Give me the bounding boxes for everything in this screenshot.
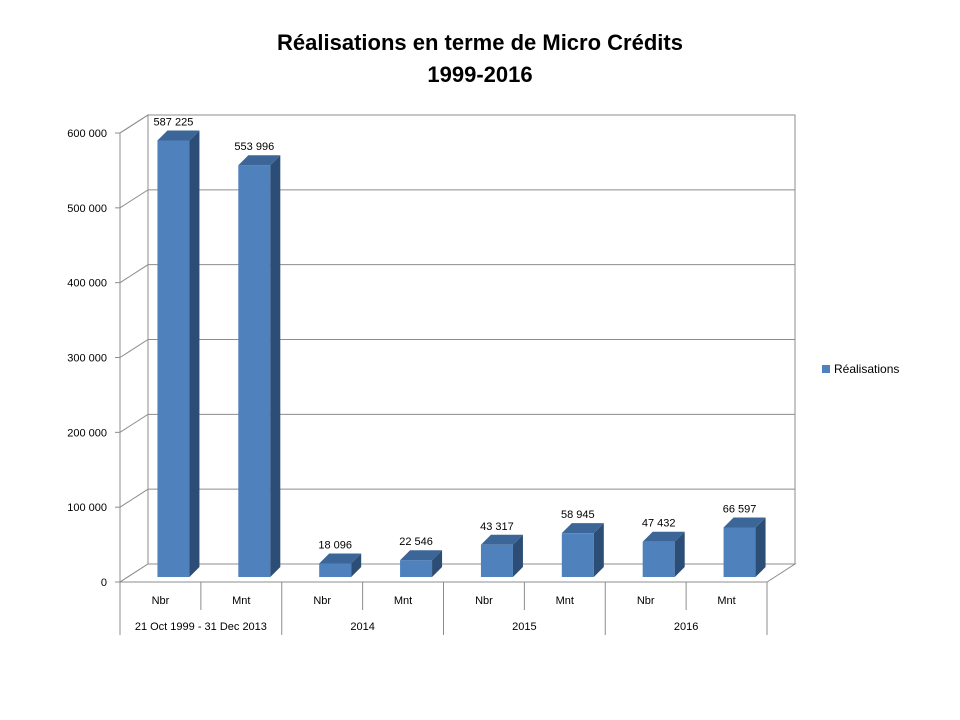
data-label: 587 225 <box>154 116 194 128</box>
bar-top <box>319 553 362 564</box>
gridline <box>119 339 795 358</box>
plot-floor <box>118 563 797 583</box>
y-tick-label: 600 000 <box>67 128 107 140</box>
bar-side <box>755 517 766 577</box>
y-tick-label: 500 000 <box>67 203 107 215</box>
chart-subtitle: 1999-2016 <box>427 62 533 87</box>
x-tick-label: Nbr <box>313 595 331 607</box>
legend-label: Réalisations <box>834 362 900 376</box>
bar-front <box>723 527 756 577</box>
x-tick-label: Mnt <box>232 595 250 607</box>
bar-side <box>351 553 362 577</box>
bar-front <box>561 533 594 577</box>
bar-top <box>238 155 281 166</box>
gridline <box>119 114 795 134</box>
bar-side <box>674 531 685 577</box>
bar-front <box>157 140 190 577</box>
x-group-label: 2015 <box>512 621 536 633</box>
gridline <box>119 189 795 209</box>
gridline <box>119 413 795 433</box>
legend: Réalisations <box>822 362 899 376</box>
bar-front <box>319 563 352 577</box>
x-tick-label: Mnt <box>556 595 574 607</box>
gridline <box>119 264 795 284</box>
bar-top <box>723 517 766 528</box>
y-tick-label: 400 000 <box>67 278 107 290</box>
y-tick-label: 300 000 <box>67 353 107 365</box>
data-label: 553 996 <box>234 141 274 153</box>
y-tick-label: 200 000 <box>67 427 107 439</box>
data-label: 66 597 <box>723 503 757 515</box>
x-group-label: 2014 <box>350 621 374 633</box>
x-tick-label: Mnt <box>717 595 735 607</box>
bar-front <box>480 544 513 577</box>
x-group-label: 21 Oct 1999 - 31 Dec 2013 <box>135 621 267 633</box>
bar-side <box>432 550 443 577</box>
data-label: 22 546 <box>399 536 433 548</box>
bar-front <box>238 165 271 578</box>
x-tick-label: Nbr <box>475 595 493 607</box>
bar-top <box>157 130 200 141</box>
bar-side <box>593 523 604 577</box>
bar-top <box>561 523 604 534</box>
x-group-label: 2016 <box>674 621 698 633</box>
bar-top <box>400 550 443 561</box>
data-label: 47 432 <box>642 518 676 530</box>
legend-swatch <box>822 365 830 373</box>
data-label: 58 945 <box>561 509 595 521</box>
bar-top <box>480 534 523 545</box>
bar-front <box>400 560 433 577</box>
bar-side <box>512 534 523 577</box>
y-tick-label: 100 000 <box>67 502 107 514</box>
bar-front <box>642 541 675 577</box>
y-tick-label: 0 <box>101 577 107 589</box>
x-tick-label: Nbr <box>152 595 170 607</box>
gridline <box>119 488 795 508</box>
bar-side <box>270 155 281 578</box>
bar-top <box>642 531 685 542</box>
x-tick-label: Mnt <box>394 595 412 607</box>
bar-side <box>189 130 200 577</box>
chart-title: Réalisations en terme de Micro Crédits <box>277 30 683 55</box>
data-label: 43 317 <box>480 521 514 533</box>
x-tick-label: Nbr <box>637 595 655 607</box>
data-label: 18 096 <box>318 540 352 552</box>
